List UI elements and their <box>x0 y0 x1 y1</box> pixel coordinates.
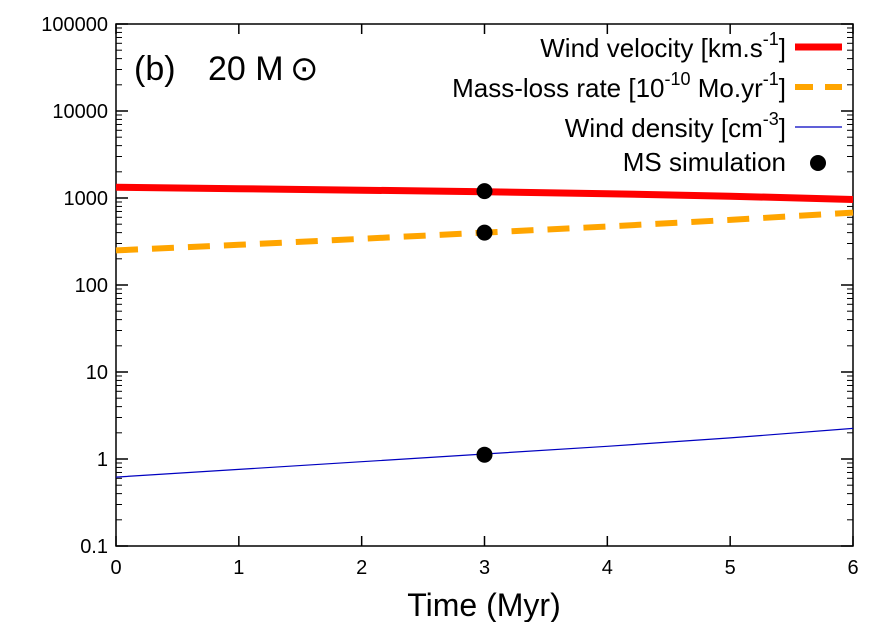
x-tick-label: 5 <box>725 557 736 579</box>
x-tick-label: 6 <box>847 557 858 579</box>
y-tick-label: 10 <box>86 362 108 384</box>
data-point <box>476 224 493 241</box>
legend-label-2: Wind density [cm-3] <box>565 109 786 143</box>
x-tick-label: 0 <box>110 557 121 579</box>
mass-label: 20 M <box>208 50 284 88</box>
y-tick-label: 100 <box>75 275 108 297</box>
legend-label-0: Wind velocity [km.s-1] <box>540 29 786 63</box>
data-point <box>476 446 493 463</box>
x-tick-label: 3 <box>479 557 490 579</box>
x-tick-label: 4 <box>602 557 613 579</box>
sun-symbol: ⊙ <box>290 50 319 88</box>
y-tick-label: 100000 <box>41 14 108 36</box>
panel-label: (b) <box>134 50 176 88</box>
x-tick-label: 2 <box>356 557 367 579</box>
y-tick-label: 1 <box>97 449 108 471</box>
x-tick-label: 1 <box>233 557 244 579</box>
y-tick-label: 10000 <box>52 101 108 123</box>
legend-label-1: Mass-loss rate [10-10 Mo.yr-1] <box>452 69 786 103</box>
legend-key-3 <box>810 155 826 171</box>
y-tick-label: 0.1 <box>80 536 108 558</box>
legend-label-3: MS simulation <box>623 147 786 177</box>
y-tick-label: 1000 <box>64 188 109 210</box>
data-point <box>476 183 493 200</box>
x-axis-label: Time (Myr) <box>407 587 560 622</box>
